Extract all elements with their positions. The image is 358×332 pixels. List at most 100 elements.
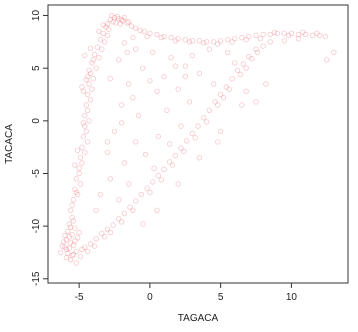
data-point xyxy=(260,43,266,49)
data-point xyxy=(116,57,122,63)
data-point xyxy=(147,30,153,37)
data-point xyxy=(103,24,109,30)
data-point xyxy=(110,222,116,228)
data-point xyxy=(118,17,125,23)
data-point xyxy=(215,102,221,108)
data-point xyxy=(93,236,99,242)
data-point xyxy=(147,78,153,84)
data-point xyxy=(195,123,201,129)
data-point xyxy=(239,102,245,108)
y-tick-label: -5 xyxy=(31,169,42,178)
data-point xyxy=(66,221,72,227)
data-point xyxy=(99,230,105,237)
data-point xyxy=(116,197,122,203)
data-point xyxy=(239,34,245,41)
data-point xyxy=(87,97,94,103)
data-point xyxy=(121,160,128,166)
data-point xyxy=(253,46,259,52)
data-point xyxy=(224,49,231,56)
data-point xyxy=(101,39,108,45)
data-point xyxy=(107,75,113,82)
data-point xyxy=(130,34,136,41)
data-point xyxy=(70,197,77,203)
data-point xyxy=(135,112,142,119)
data-point xyxy=(186,39,193,45)
data-point xyxy=(288,30,295,37)
data-point xyxy=(120,18,126,24)
y-tick-label: -10 xyxy=(31,218,42,233)
y-tick-label: 10 xyxy=(31,10,42,22)
data-point xyxy=(182,37,188,43)
data-point xyxy=(89,86,95,92)
data-point xyxy=(83,77,89,83)
data-point xyxy=(93,207,99,213)
points-layer xyxy=(58,12,337,266)
data-point xyxy=(300,29,306,36)
data-point xyxy=(82,123,88,129)
data-point xyxy=(79,144,85,150)
data-point xyxy=(168,55,174,61)
data-point xyxy=(232,60,238,66)
data-point xyxy=(158,34,164,41)
data-point xyxy=(175,86,181,92)
data-point xyxy=(263,81,269,87)
data-point xyxy=(196,70,203,77)
data-point xyxy=(108,12,115,19)
data-point xyxy=(82,149,88,156)
data-point xyxy=(82,112,88,119)
data-point xyxy=(107,229,113,236)
data-point xyxy=(93,65,99,71)
data-point xyxy=(172,152,179,159)
data-point xyxy=(86,67,92,73)
data-point xyxy=(217,91,224,98)
data-point xyxy=(206,107,212,113)
y-tick-label: 5 xyxy=(31,65,42,71)
data-point xyxy=(79,84,85,90)
data-point xyxy=(87,241,94,247)
data-point xyxy=(155,172,162,179)
data-point xyxy=(200,40,207,46)
data-point xyxy=(253,99,259,105)
data-point xyxy=(66,245,72,251)
data-point xyxy=(246,53,252,60)
data-point xyxy=(189,38,195,44)
data-point xyxy=(99,46,105,52)
data-point xyxy=(164,107,170,113)
data-point xyxy=(104,149,111,156)
data-point xyxy=(63,246,70,252)
data-point xyxy=(281,30,287,37)
data-point xyxy=(74,147,81,153)
data-point xyxy=(149,49,156,56)
data-point xyxy=(253,32,259,39)
data-point xyxy=(73,260,79,266)
data-point xyxy=(73,176,79,182)
data-point xyxy=(178,145,184,151)
data-point xyxy=(140,65,146,71)
data-point xyxy=(124,20,130,26)
data-point xyxy=(94,44,101,50)
data-point xyxy=(113,20,119,26)
data-point xyxy=(110,19,116,25)
data-point xyxy=(121,14,128,21)
data-point xyxy=(215,41,221,47)
data-point xyxy=(72,238,78,244)
data-point xyxy=(210,39,217,45)
data-point xyxy=(172,38,179,44)
data-point xyxy=(101,233,108,240)
data-point xyxy=(91,243,98,249)
data-point xyxy=(104,226,111,232)
data-point xyxy=(271,29,278,36)
data-point xyxy=(73,189,79,196)
data-point xyxy=(90,75,96,82)
data-point xyxy=(154,207,160,213)
data-point xyxy=(128,23,135,29)
data-point xyxy=(63,255,70,261)
data-point xyxy=(121,40,128,46)
data-point xyxy=(161,73,167,80)
data-point xyxy=(84,91,91,98)
data-point xyxy=(86,81,92,87)
data-point xyxy=(73,248,79,255)
data-point xyxy=(309,32,316,39)
data-point xyxy=(249,56,255,62)
data-point xyxy=(192,134,198,141)
